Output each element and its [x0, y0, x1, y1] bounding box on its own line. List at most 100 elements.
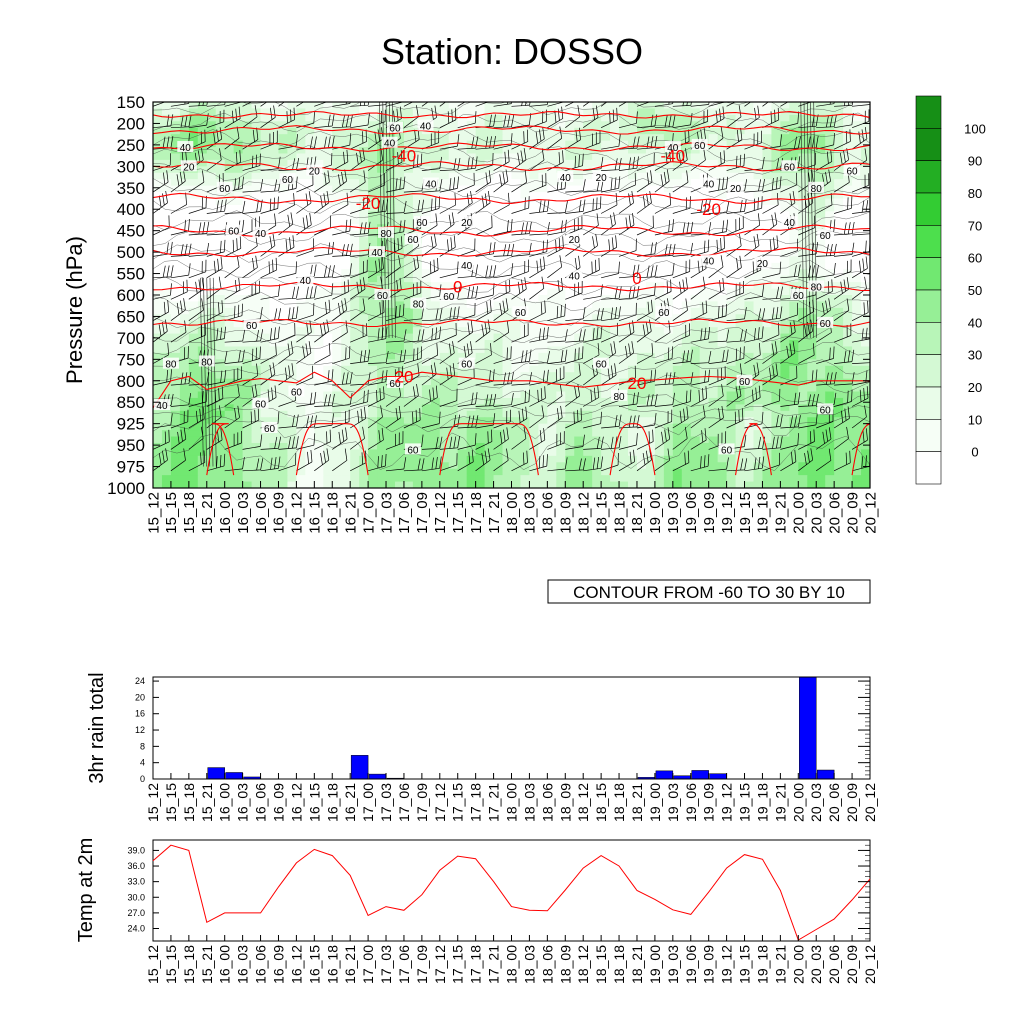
rh-cell — [296, 327, 306, 335]
rh-cell — [170, 417, 181, 425]
rh-cell — [601, 166, 611, 174]
rh-cell — [807, 301, 817, 309]
rh-cell — [592, 288, 602, 296]
rh-cell — [574, 365, 584, 373]
rh-cell — [852, 404, 862, 412]
rh-cell — [798, 372, 808, 380]
rh-cell — [153, 153, 163, 161]
rh-cell — [377, 423, 387, 431]
rh-cell — [538, 204, 548, 212]
rh-cell — [448, 102, 459, 110]
rh-cell — [386, 475, 396, 483]
rh-cell — [296, 198, 306, 206]
wind-barb — [206, 276, 222, 300]
rh-cell — [565, 475, 575, 483]
rh-cell — [242, 275, 253, 283]
rh-cell — [341, 397, 351, 405]
rh-cell — [834, 288, 844, 296]
rh-cell — [592, 391, 602, 399]
rh-cell — [403, 114, 414, 122]
wind-barb — [260, 130, 278, 150]
rh-cell — [206, 481, 217, 488]
rh-cell — [699, 352, 710, 360]
rh-cell — [762, 455, 773, 463]
rh-contour-line — [810, 102, 814, 338]
rh-cell — [547, 417, 557, 425]
rh-cell — [233, 410, 244, 418]
rh-cell — [368, 127, 378, 135]
rh-cell — [717, 481, 728, 488]
rh-cell — [601, 455, 611, 463]
rh-cell — [269, 179, 280, 187]
rh-cell — [439, 211, 450, 219]
rh-cell — [565, 179, 575, 187]
rh-cell — [242, 430, 253, 438]
wind-barb — [206, 427, 223, 450]
rh-cell — [735, 262, 746, 270]
rh-cell — [287, 269, 297, 277]
rh-cell — [601, 449, 611, 457]
rh-cell — [394, 468, 405, 476]
rh-cell — [314, 192, 324, 200]
rh-cell — [493, 269, 504, 277]
rh-cell — [233, 314, 244, 322]
rh-cell — [403, 301, 414, 309]
rh-cell — [412, 307, 423, 315]
rh-cell — [260, 159, 271, 167]
rh-cell — [574, 224, 584, 232]
rh-cell — [242, 237, 253, 245]
rh-cell — [538, 475, 548, 483]
rh-cell — [403, 314, 414, 322]
rh-cell — [305, 359, 315, 367]
rh-cell — [359, 410, 369, 418]
rh-cell — [538, 436, 548, 444]
rh-cell — [645, 404, 656, 412]
rh-cell — [619, 192, 629, 200]
rh-cell — [493, 314, 504, 322]
rh-cell — [753, 385, 764, 393]
rh-cell — [305, 327, 315, 335]
rh-cell — [816, 147, 826, 155]
rh-cell — [708, 102, 719, 110]
rh-cell — [565, 204, 575, 212]
rh-cell — [493, 436, 504, 444]
rh-cell — [251, 410, 262, 418]
rh-cell — [278, 333, 289, 341]
rh-cell — [153, 378, 163, 386]
rh-cell — [188, 397, 199, 405]
rh-cell — [242, 204, 253, 212]
rh-cell — [323, 365, 333, 373]
rh-cell — [645, 340, 656, 348]
wind-barb — [206, 369, 227, 386]
wind-barb — [170, 243, 192, 257]
rh-cell — [601, 436, 611, 444]
rh-cell — [789, 385, 799, 393]
rh-cell — [242, 314, 253, 322]
rh-cell — [861, 417, 870, 425]
rh-cell — [619, 462, 629, 470]
rh-cell — [583, 378, 593, 386]
rh-cell — [153, 346, 163, 354]
rh-cell — [224, 269, 235, 277]
rh-cell — [242, 153, 253, 161]
rh-cell — [753, 159, 764, 167]
rh-cell — [843, 352, 853, 360]
rh-cell — [511, 153, 522, 161]
wind-barb — [260, 326, 280, 343]
rh-cell — [511, 121, 522, 129]
rh-cell — [278, 275, 289, 283]
rh-cell — [323, 475, 333, 483]
rh-cell — [825, 307, 835, 315]
rh-cell — [798, 481, 808, 488]
rh-cell — [708, 410, 719, 418]
rh-cell — [368, 481, 378, 488]
rh-cell — [538, 224, 548, 232]
rh-cell — [663, 442, 674, 450]
rh-cell — [475, 127, 486, 135]
rh-cell — [654, 153, 665, 161]
rh-cell — [296, 204, 306, 212]
rh-cell — [834, 385, 844, 393]
rh-cell — [323, 166, 333, 174]
rh-cell — [305, 256, 315, 264]
rh-cell — [296, 288, 306, 296]
